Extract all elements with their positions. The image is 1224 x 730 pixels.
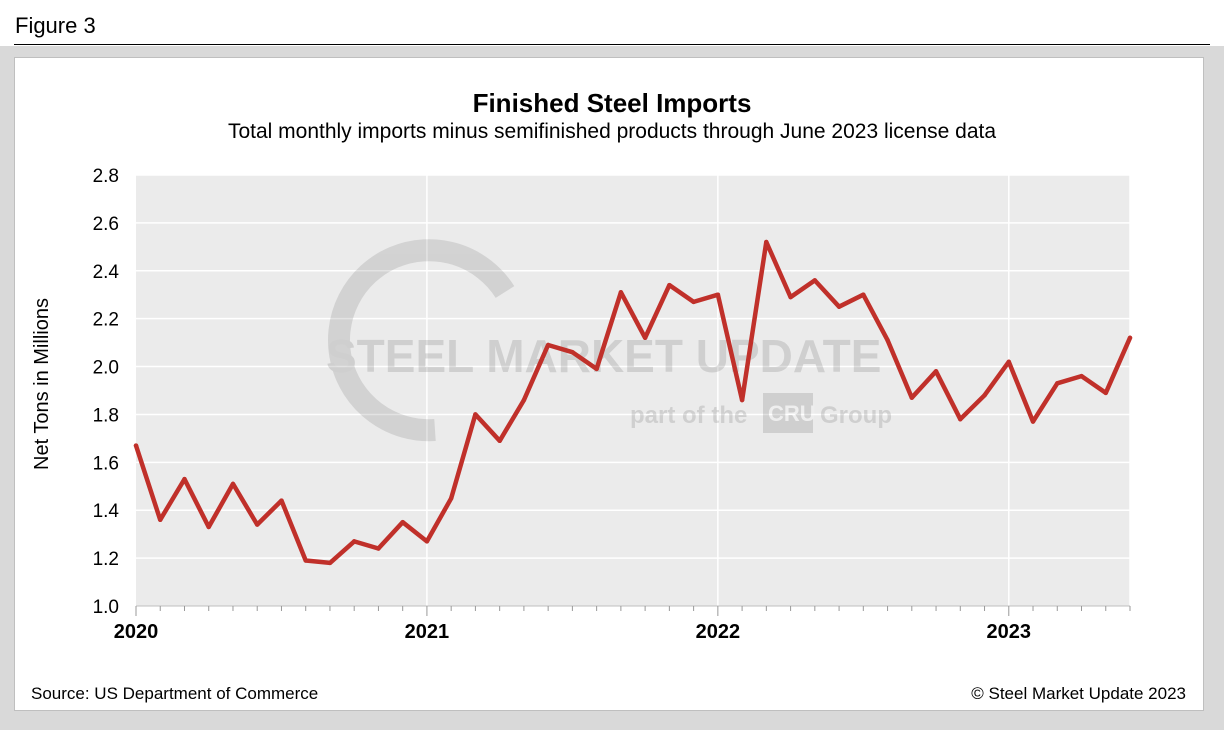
data-point [570, 349, 575, 355]
watermark-logo: STEEL MARKET UPDATE part of the CRU Grou… [326, 239, 892, 442]
data-point [206, 524, 211, 530]
figure-label: Figure 3 [15, 13, 96, 38]
y-tick-label: 2.4 [93, 262, 120, 283]
y-tick-label: 1.8 [93, 405, 119, 426]
vertical-gridlines [426, 175, 1131, 606]
watermark-badge-text: CRU [768, 401, 816, 426]
data-point [1030, 419, 1036, 424]
y-tick-label: 2.8 [93, 166, 119, 187]
data-point [909, 395, 915, 400]
copyright-note: © Steel Market Update 2023 [971, 684, 1186, 703]
figure-rule [14, 44, 1210, 45]
data-point [327, 560, 333, 566]
x-tick-label: 2022 [696, 621, 741, 643]
chart-title: Finished Steel Imports [472, 88, 752, 118]
data-point [448, 496, 454, 501]
watermark-title: STEEL MARKET UPDATE [326, 330, 881, 382]
data-point [400, 519, 405, 525]
y-tick-label: 1.2 [93, 549, 119, 570]
y-tick-label: 2.6 [93, 214, 119, 235]
watermark-badge [763, 393, 813, 433]
x-tick-label: 2020 [114, 621, 159, 643]
y-tick-label: 1.0 [93, 597, 119, 618]
watermark-part-of: part of the [630, 402, 747, 429]
data-point [958, 417, 963, 422]
data-point [982, 393, 987, 398]
watermark-arc [328, 239, 515, 442]
source-note: Source: US Department of Commerce [31, 684, 319, 703]
data-point [739, 397, 745, 403]
data-point [521, 397, 527, 403]
data-point [497, 438, 502, 443]
data-point [182, 476, 187, 482]
data-point [812, 278, 818, 283]
data-point [764, 239, 769, 245]
x-tick-label: 2023 [987, 621, 1032, 643]
data-point [473, 412, 478, 417]
data-point [667, 282, 672, 288]
data-point [424, 539, 430, 544]
x-axis-ticks [135, 606, 1131, 616]
x-tick-label: 2021 [405, 621, 450, 643]
y-tick-label: 1.6 [93, 453, 119, 474]
data-point [885, 338, 890, 343]
y-tick-label: 1.4 [93, 501, 120, 522]
x-axis-tick-labels: 2020 2021 2022 2023 [114, 621, 1031, 643]
data-point [1006, 359, 1011, 364]
data-point [642, 335, 648, 341]
data-point [1103, 390, 1108, 396]
data-point [133, 443, 139, 448]
plot-area [136, 175, 1130, 606]
y-axis-tick-labels: 1.0 1.2 1.4 1.6 1.8 2.0 2.2 2.4 2.6 2.8 [93, 166, 120, 618]
data-point [376, 546, 381, 551]
data-point [158, 517, 163, 522]
data-point [861, 292, 866, 297]
chart-subtitle: Total monthly imports minus semifinished… [227, 120, 997, 143]
y-tick-label: 2.2 [93, 310, 119, 331]
figure-header: Figure 3 [0, 0, 1224, 46]
data-point [230, 481, 236, 487]
series-line-finished-steel-imports [133, 239, 1133, 566]
data-point [691, 299, 696, 305]
data-point [933, 369, 939, 374]
data-point [303, 558, 308, 563]
data-point [788, 294, 793, 300]
data-point [594, 366, 599, 372]
data-point [255, 522, 260, 527]
data-point [618, 290, 624, 295]
data-point [715, 292, 721, 297]
data-point [836, 304, 842, 309]
data-point [1079, 373, 1084, 379]
data-point [279, 498, 284, 503]
data-point [1127, 335, 1133, 341]
y-tick-label: 2.0 [93, 358, 119, 379]
series-points [133, 239, 1133, 566]
data-point [351, 539, 357, 544]
watermark-group: Group [820, 402, 892, 429]
data-point [545, 342, 551, 348]
y-axis-label: Net Tons in Millions [31, 298, 53, 470]
data-point [1055, 381, 1060, 386]
